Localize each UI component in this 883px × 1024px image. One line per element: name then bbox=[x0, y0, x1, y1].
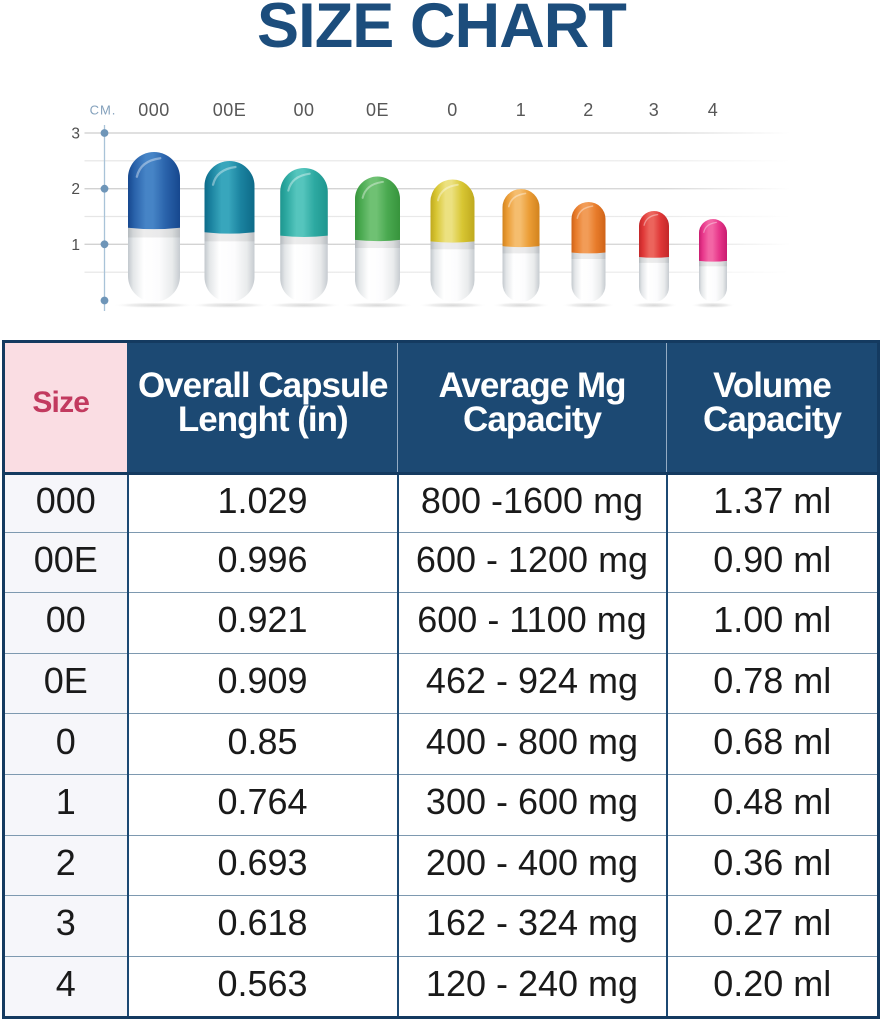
svg-text:1: 1 bbox=[516, 100, 527, 120]
svg-text:0E: 0E bbox=[366, 100, 389, 120]
svg-text:3: 3 bbox=[649, 100, 660, 120]
svg-text:000: 000 bbox=[138, 100, 170, 120]
svg-text:3: 3 bbox=[71, 126, 80, 143]
svg-text:00E: 00E bbox=[213, 100, 247, 120]
svg-text:00: 00 bbox=[293, 100, 314, 120]
svg-text:CM.: CM. bbox=[90, 103, 117, 118]
svg-text:2: 2 bbox=[71, 181, 80, 198]
svg-text:0: 0 bbox=[447, 100, 458, 120]
svg-text:1: 1 bbox=[71, 237, 80, 254]
svg-text:2: 2 bbox=[583, 100, 594, 120]
svg-text:4: 4 bbox=[708, 100, 719, 120]
